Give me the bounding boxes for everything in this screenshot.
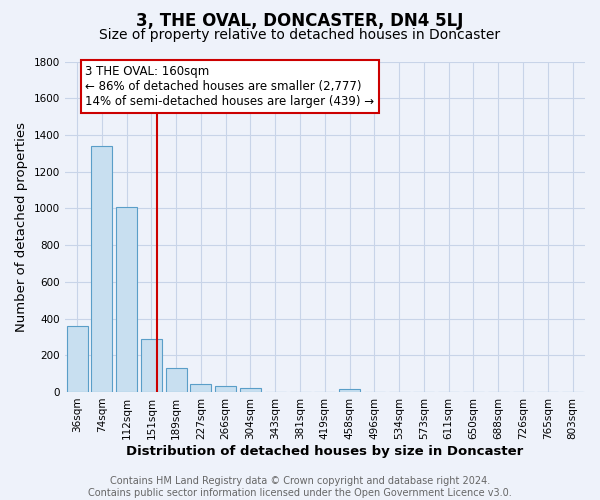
Bar bbox=[116, 206, 137, 392]
Bar bbox=[339, 389, 360, 392]
Text: 3, THE OVAL, DONCASTER, DN4 5LJ: 3, THE OVAL, DONCASTER, DN4 5LJ bbox=[136, 12, 464, 30]
Bar bbox=[141, 338, 162, 392]
X-axis label: Distribution of detached houses by size in Doncaster: Distribution of detached houses by size … bbox=[126, 444, 523, 458]
Bar bbox=[91, 146, 112, 392]
Text: Contains HM Land Registry data © Crown copyright and database right 2024.
Contai: Contains HM Land Registry data © Crown c… bbox=[88, 476, 512, 498]
Bar bbox=[215, 386, 236, 392]
Text: Size of property relative to detached houses in Doncaster: Size of property relative to detached ho… bbox=[100, 28, 500, 42]
Y-axis label: Number of detached properties: Number of detached properties bbox=[15, 122, 28, 332]
Bar bbox=[190, 384, 211, 392]
Text: 3 THE OVAL: 160sqm
← 86% of detached houses are smaller (2,777)
14% of semi-deta: 3 THE OVAL: 160sqm ← 86% of detached hou… bbox=[85, 65, 374, 108]
Bar bbox=[67, 326, 88, 392]
Bar bbox=[166, 368, 187, 392]
Bar bbox=[240, 388, 261, 392]
